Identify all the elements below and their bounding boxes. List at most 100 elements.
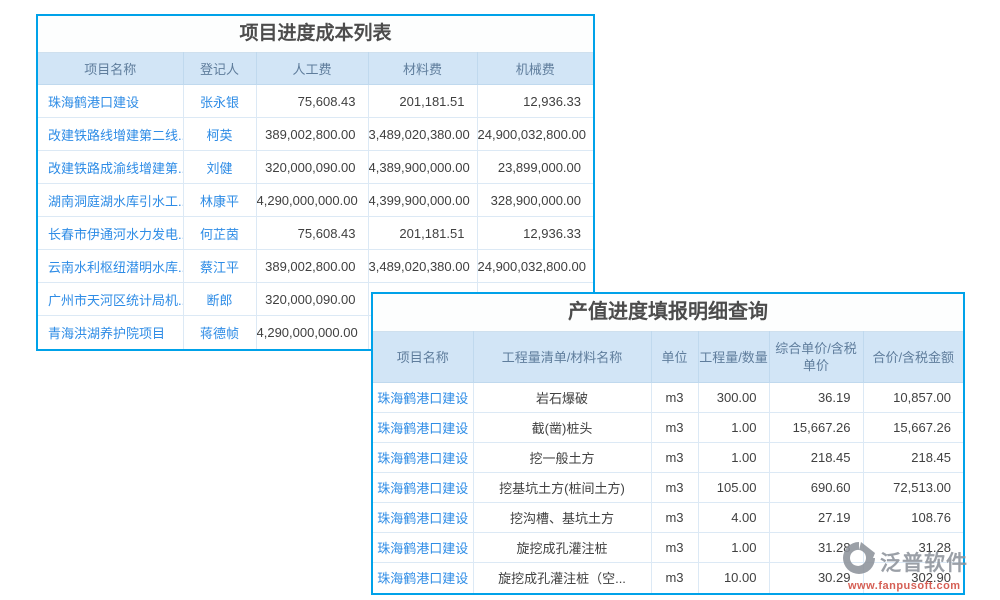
- table-row: 珠海鹤港口建设 截(凿)桩头 m3 1.00 15,667.26 15,667.…: [373, 412, 963, 443]
- unit-cell: m3: [650, 442, 699, 473]
- registrant-link[interactable]: 蒋德帧: [182, 315, 257, 349]
- quantity-cell: 300.00: [697, 382, 770, 413]
- project-name-link[interactable]: 珠海鹤港口建设: [373, 382, 474, 413]
- labor-cost-cell: 389,002,800.00: [255, 117, 369, 151]
- project-name-link[interactable]: 云南水利枢纽潜明水库...: [38, 249, 184, 283]
- unit-price-cell: 36.19: [768, 382, 864, 413]
- amount-cell: 302.90: [862, 562, 963, 593]
- col-header-total-amount: 合价/含税金额: [862, 331, 963, 383]
- cost-table: 项目名称 登记人 人工费 材料费 机械费 珠海鹤港口建设 张永银 75,608.…: [38, 52, 593, 349]
- quantity-cell: 4.00: [697, 502, 770, 533]
- registrant-link[interactable]: 林康平: [182, 183, 257, 217]
- cost-table-card: 项目进度成本列表 项目名称 登记人 人工费 材料费 机械费 珠海鹤港口建设 张永…: [36, 14, 595, 351]
- amount-cell: 218.45: [862, 442, 963, 473]
- labor-cost-cell: 4,290,000,000.00: [255, 183, 369, 217]
- amount-cell: 108.76: [862, 502, 963, 533]
- item-name-cell: 旋挖成孔灌注桩（空...: [472, 562, 652, 593]
- item-name-cell: 旋挖成孔灌注桩: [472, 532, 652, 563]
- registrant-link[interactable]: 蔡江平: [182, 249, 257, 283]
- table-row: 湖南洞庭湖水库引水工... 林康平 4,290,000,000.00 4,399…: [38, 183, 593, 217]
- col-header-unit-price: 综合单价/含税单价: [768, 331, 864, 383]
- watermark-url-text: www.fanpusoft.com: [848, 580, 961, 592]
- material-cost-cell: 201,181.51: [367, 216, 478, 250]
- quantity-cell: 1.00: [697, 412, 770, 443]
- amount-cell: 72,513.00: [862, 472, 963, 503]
- registrant-link[interactable]: 张永银: [182, 84, 257, 118]
- project-name-link[interactable]: 珠海鹤港口建设: [373, 502, 474, 533]
- quantity-cell: 1.00: [697, 442, 770, 473]
- unit-price-cell: 690.60: [768, 472, 864, 503]
- quantity-cell: 1.00: [697, 532, 770, 563]
- project-name-link[interactable]: 珠海鹤港口建设: [373, 532, 474, 563]
- registrant-link[interactable]: 何芷茵: [182, 216, 257, 250]
- table-row: 珠海鹤港口建设 挖一般土方 m3 1.00 218.45 218.45: [373, 442, 963, 473]
- labor-cost-cell: 75,608.43: [255, 216, 369, 250]
- project-name-link[interactable]: 青海洪湖养护院项目: [38, 315, 184, 349]
- quantity-cell: 105.00: [697, 472, 770, 503]
- fanpu-watermark: 泛普软件 www.fanpusoft.com: [840, 539, 990, 592]
- project-name-link[interactable]: 珠海鹤港口建设: [373, 562, 474, 593]
- labor-cost-cell: 320,000,090.00: [255, 282, 369, 316]
- amount-cell: 15,667.26: [862, 412, 963, 443]
- registrant-link[interactable]: 断郎: [182, 282, 257, 316]
- unit-cell: m3: [650, 412, 699, 443]
- project-name-link[interactable]: 广州市天河区统计局机...: [38, 282, 184, 316]
- col-header-machine-cost: 机械费: [476, 52, 593, 85]
- amount-cell: 10,857.00: [862, 382, 963, 413]
- table-row: 珠海鹤港口建设 旋挖成孔灌注桩（空... m3 10.00 30.29 302.…: [373, 562, 963, 593]
- col-header-unit: 单位: [650, 331, 699, 383]
- item-name-cell: 挖一般土方: [472, 442, 652, 473]
- quantity-cell: 10.00: [697, 562, 770, 593]
- col-header-boq-material: 工程量清单/材料名称: [472, 331, 652, 383]
- cost-table-title: 项目进度成本列表: [38, 16, 593, 52]
- col-header-labor-cost: 人工费: [255, 52, 369, 85]
- machine-cost-cell: 24,900,032,800.00: [476, 249, 593, 283]
- watermark-brand-text: 泛普软件: [880, 551, 968, 575]
- table-row: 改建铁路成渝线增建第... 刘健 320,000,090.00 4,389,90…: [38, 150, 593, 184]
- unit-price-cell: 218.45: [768, 442, 864, 473]
- machine-cost-cell: 12,936.33: [476, 84, 593, 118]
- material-cost-cell: 201,181.51: [367, 84, 478, 118]
- table-row: 珠海鹤港口建设 张永银 75,608.43 201,181.51 12,936.…: [38, 84, 593, 118]
- table-row: 长春市伊通河水力发电... 何芷茵 75,608.43 201,181.51 1…: [38, 216, 593, 250]
- machine-cost-cell: 24,900,032,800.00: [476, 117, 593, 151]
- item-name-cell: 岩石爆破: [472, 382, 652, 413]
- item-name-cell: 挖沟槽、基坑土方: [472, 502, 652, 533]
- unit-cell: m3: [650, 562, 699, 593]
- labor-cost-cell: 4,290,000,000.00: [255, 315, 369, 349]
- project-name-link[interactable]: 改建铁路成渝线增建第...: [38, 150, 184, 184]
- table-row: 云南水利枢纽潜明水库... 蔡江平 389,002,800.00 3,489,0…: [38, 249, 593, 283]
- output-table-header-row: 项目名称 工程量清单/材料名称 单位 工程量/数量 综合单价/含税单价 合价/含…: [373, 331, 963, 383]
- project-name-link[interactable]: 改建铁路线增建第二线...: [38, 117, 184, 151]
- machine-cost-cell: 23,899,000.00: [476, 150, 593, 184]
- labor-cost-cell: 320,000,090.00: [255, 150, 369, 184]
- table-row: 改建铁路线增建第二线... 柯英 389,002,800.00 3,489,02…: [38, 117, 593, 151]
- project-name-link[interactable]: 珠海鹤港口建设: [373, 472, 474, 503]
- material-cost-cell: 4,399,900,000.00: [367, 183, 478, 217]
- material-cost-cell: 4,389,900,000.00: [367, 150, 478, 184]
- registrant-link[interactable]: 柯英: [182, 117, 257, 151]
- output-table: 项目名称 工程量清单/材料名称 单位 工程量/数量 综合单价/含税单价 合价/含…: [373, 331, 963, 593]
- col-header-material-cost: 材料费: [367, 52, 478, 85]
- project-name-link[interactable]: 珠海鹤港口建设: [373, 442, 474, 473]
- unit-price-cell: 27.19: [768, 502, 864, 533]
- project-name-link[interactable]: 珠海鹤港口建设: [373, 412, 474, 443]
- machine-cost-cell: 12,936.33: [476, 216, 593, 250]
- registrant-link[interactable]: 刘健: [182, 150, 257, 184]
- amount-cell: 31.28: [862, 532, 963, 563]
- machine-cost-cell: 328,900,000.00: [476, 183, 593, 217]
- material-cost-cell: 3,489,020,380.00: [367, 117, 478, 151]
- unit-price-cell: 15,667.26: [768, 412, 864, 443]
- project-name-link[interactable]: 珠海鹤港口建设: [38, 84, 184, 118]
- output-table-title: 产值进度填报明细查询: [373, 294, 963, 331]
- project-name-link[interactable]: 湖南洞庭湖水库引水工...: [38, 183, 184, 217]
- project-name-link[interactable]: 长春市伊通河水力发电...: [38, 216, 184, 250]
- unit-cell: m3: [650, 472, 699, 503]
- col-header-project-name: 项目名称: [38, 52, 184, 85]
- labor-cost-cell: 389,002,800.00: [255, 249, 369, 283]
- table-row: 珠海鹤港口建设 岩石爆破 m3 300.00 36.19 10,857.00: [373, 382, 963, 413]
- material-cost-cell: 3,489,020,380.00: [367, 249, 478, 283]
- unit-cell: m3: [650, 382, 699, 413]
- unit-cell: m3: [650, 502, 699, 533]
- fanpu-logo-icon: [840, 539, 878, 584]
